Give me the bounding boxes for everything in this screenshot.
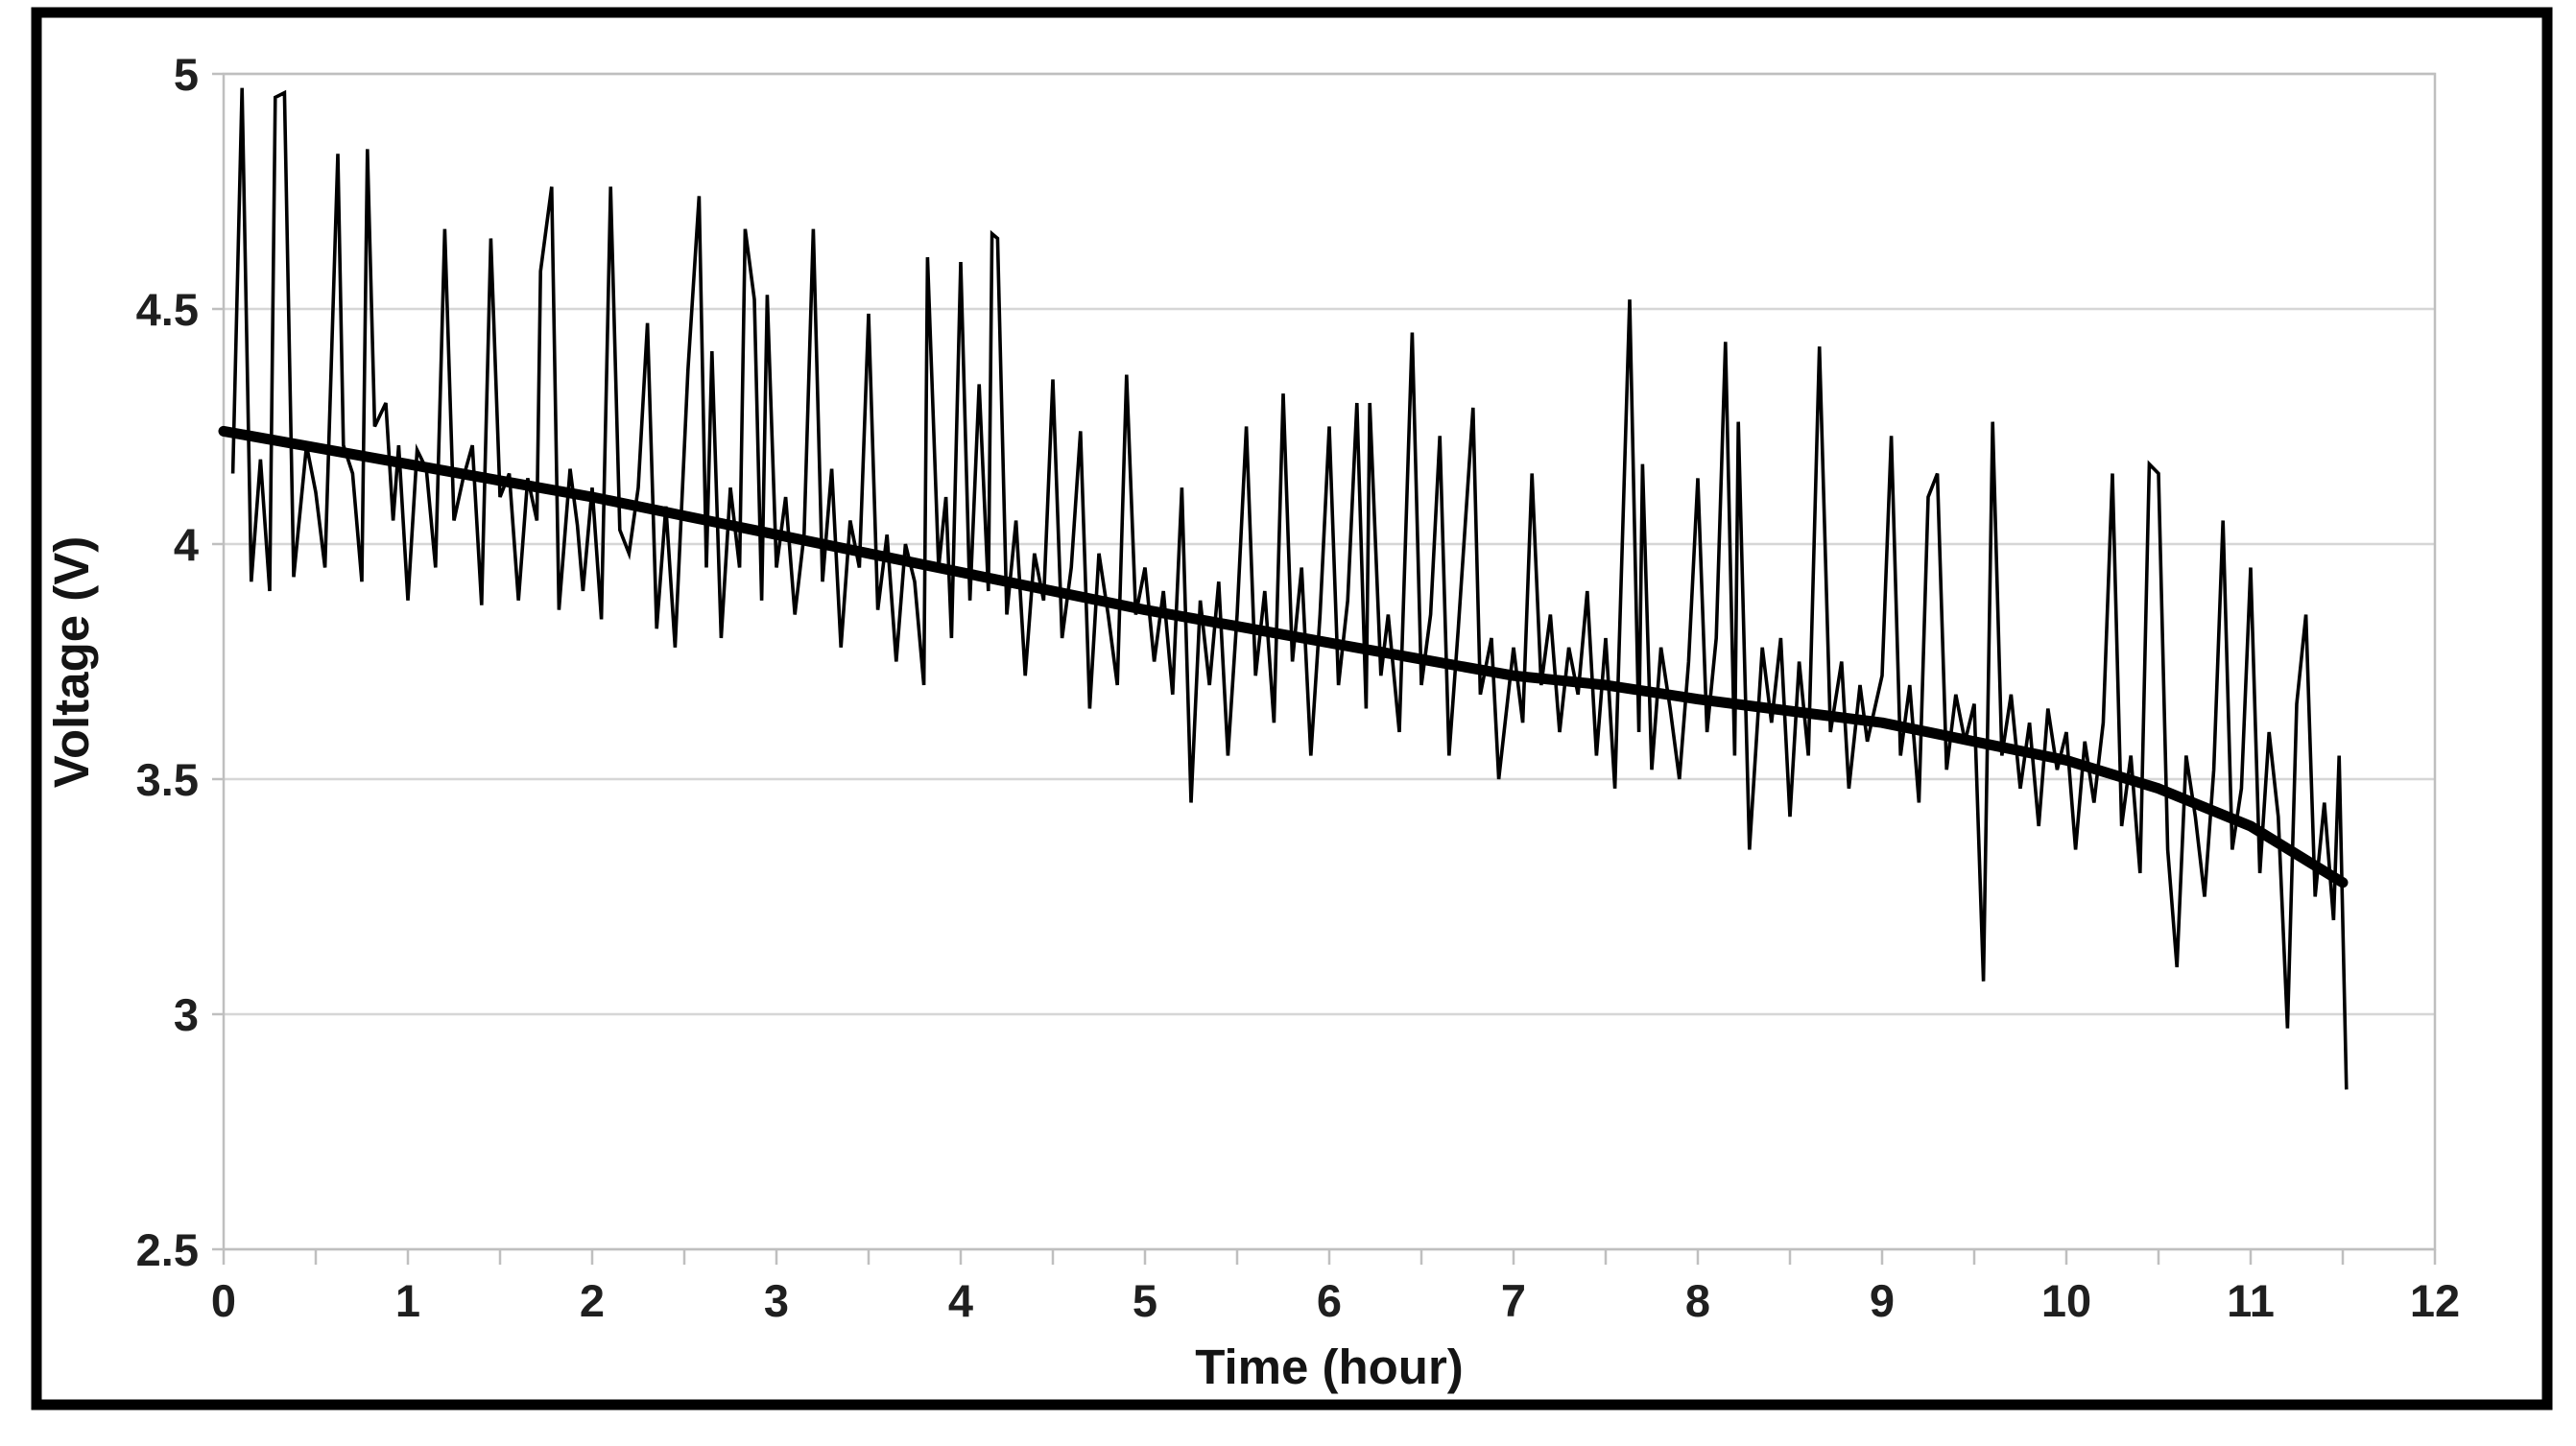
x-tick-labels: 0 1 2 3 4 5 6 7 8 9 10 11 12 (211, 1275, 2460, 1326)
x-tick-label: 6 (1317, 1275, 1342, 1326)
x-tick-label: 0 (211, 1275, 236, 1326)
x-tick-label: 3 (764, 1275, 789, 1326)
y-tick-label: 5 (174, 49, 199, 100)
y-tick-label: 4.5 (136, 284, 199, 335)
x-tick-label: 9 (1870, 1275, 1895, 1326)
x-tick-label: 8 (1685, 1275, 1710, 1326)
x-tick-label: 4 (948, 1275, 973, 1326)
x-tick-label: 5 (1133, 1275, 1157, 1326)
x-tick-label: 2 (580, 1275, 605, 1326)
series-lines (218, 87, 2349, 1090)
x-tick-label: 7 (1501, 1275, 1526, 1326)
y-tick-label: 2.5 (136, 1224, 199, 1275)
x-ticks (222, 1249, 2437, 1265)
y-tick-label: 3 (174, 989, 199, 1040)
x-tick-label: 12 (2410, 1275, 2460, 1326)
y-axis-title: Voltage (V) (44, 536, 99, 789)
x-tick-label: 10 (2041, 1275, 2091, 1326)
y-tick-labels: 2.5 3 3.5 4 4.5 5 (136, 49, 199, 1275)
x-axis-title: Time (hour) (1195, 1339, 1464, 1394)
y-tick-label: 4 (174, 519, 199, 570)
y-tick-label: 3.5 (136, 754, 199, 805)
y-ticks (212, 72, 224, 1251)
x-tick-label: 11 (2227, 1275, 2275, 1326)
x-tick-label: 1 (395, 1275, 420, 1326)
figure-border (31, 7, 2553, 1410)
trend-voltage-line (218, 425, 2349, 889)
